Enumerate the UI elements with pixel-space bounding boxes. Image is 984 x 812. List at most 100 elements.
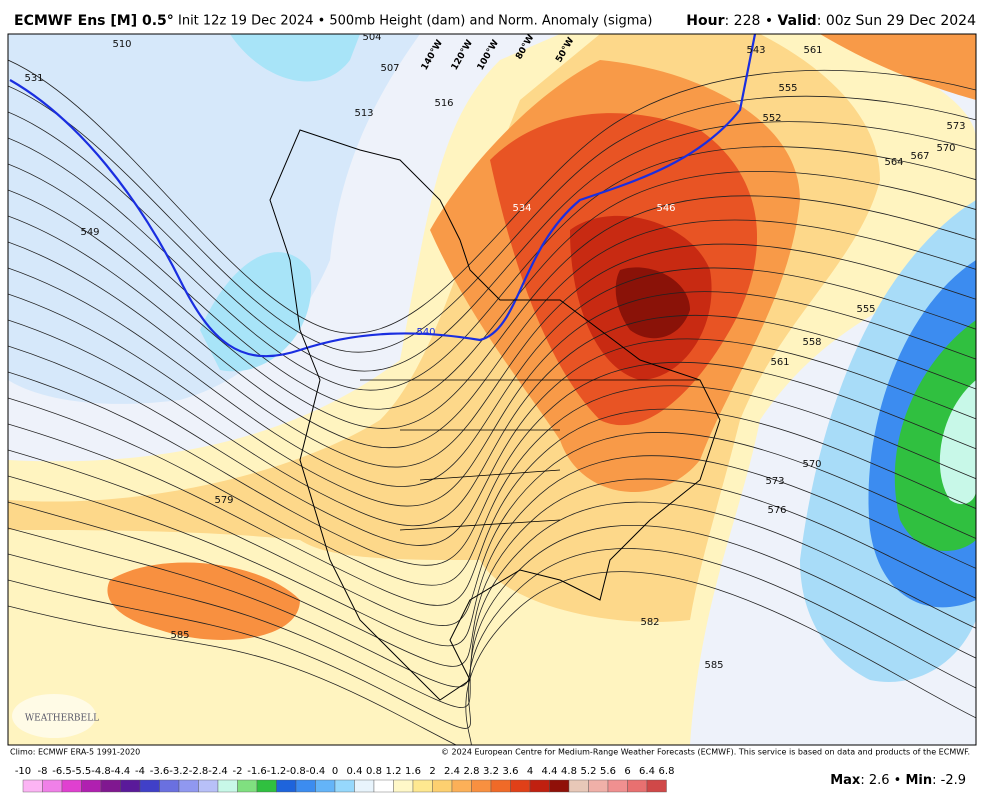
colorbar-swatch [568, 779, 589, 793]
colorbar-swatch [334, 779, 355, 793]
colorbar-swatch [237, 779, 258, 793]
contours [8, 59, 976, 745]
contour-line [8, 314, 976, 526]
colorbar-swatch [588, 779, 609, 793]
colorbar-label: -4.4 [111, 766, 131, 777]
colorbar-swatch [22, 779, 43, 793]
colorbar-swatch [139, 779, 160, 793]
colorbar-label: -10 [15, 766, 31, 777]
logo-bg [12, 694, 96, 738]
colorbar-swatch [451, 779, 472, 793]
contour-label: 576 [767, 505, 786, 516]
colorbar-swatch [315, 779, 336, 793]
colorbar-label: 6.4 [639, 766, 655, 777]
colorbar: -10 -8 -6.5 -5.5 -4.8 -4.4 -4 -3.6 -3.2 -2.8 -2.4-… [15, 766, 675, 793]
contour-label: 516 [434, 98, 453, 109]
map-frame [7, 33, 977, 746]
colorbar-swatch [42, 779, 63, 793]
valid-value: : 00z Sun 29 Dec 2024 [817, 13, 976, 29]
colorbar-swatch [549, 779, 570, 793]
contour-line [8, 338, 976, 546]
colorbar-label: 5.6 [600, 766, 616, 777]
colorbar-label: -2 [233, 766, 243, 777]
max-value: : 2.6 • [860, 773, 905, 788]
colorbar-swatch [510, 779, 531, 793]
colorbar-swatch [159, 779, 180, 793]
colorbar-label: 6 [624, 766, 630, 777]
contour-label: 507 [380, 63, 399, 74]
colorbar-label: 2.4 [444, 766, 460, 777]
colorbar-label: 1.2 [386, 766, 402, 777]
borders [360, 379, 700, 531]
colorbar-swatch [217, 779, 238, 793]
colorbar-label: 3.6 [503, 766, 519, 777]
contour-label: 504 [362, 32, 381, 43]
colorbar-label: -6.5 [52, 766, 72, 777]
colorbar-swatch [120, 779, 141, 793]
contour-label: 540 [416, 327, 435, 338]
contour-line [8, 59, 976, 334]
contour-line [8, 189, 976, 429]
contour-label: 543 [746, 45, 765, 56]
contour-label: 555 [778, 83, 797, 94]
contour-line [8, 85, 976, 353]
contour-label: 561 [803, 45, 822, 56]
colorbar-label: -2.4 [208, 766, 228, 777]
contour-label: 573 [765, 476, 784, 487]
colorbar-label: 4.4 [542, 766, 558, 777]
contour-label: 552 [762, 113, 781, 124]
colorbar-label: 6.8 [659, 766, 675, 777]
colorbar-label: 0 [332, 766, 338, 777]
colorbar-swatch [100, 779, 121, 793]
map: 531 549 510 504 507 513 516 534 540 546 543 552 555 5… [8, 32, 976, 745]
colorbar-label: -4 [135, 766, 145, 777]
colorbar-label: -3.2 [169, 766, 189, 777]
colorbar-label: -3.6 [150, 766, 170, 777]
colorbar-label: 2.8 [464, 766, 480, 777]
contour-line [8, 291, 976, 507]
contour-label: 567 [910, 151, 929, 162]
model-title: ECMWF Ens [M] 0.5° [14, 13, 174, 29]
contour-label: 570 [936, 143, 955, 154]
colorbar-swatch [198, 779, 219, 793]
colorbar-swatch [471, 779, 492, 793]
run-title: Init 12z 19 Dec 2024 • 500mb Height (dam… [178, 14, 652, 29]
colorbar-swatch [61, 779, 82, 793]
logo: WEATHERBELL [25, 714, 99, 724]
colorbar-label: -2.8 [189, 766, 209, 777]
colorbar-label: 4 [527, 766, 533, 777]
contour-label: 570 [802, 459, 821, 470]
contour-label: 573 [946, 121, 965, 132]
colorbar-label: -1.2 [267, 766, 287, 777]
colorbar-swatch [529, 779, 550, 793]
colorbar-swatch [490, 779, 511, 793]
colorbar-swatch [393, 779, 414, 793]
min-label: Min [905, 773, 932, 788]
contour-label: 513 [354, 108, 373, 119]
contour-line [8, 455, 976, 647]
colorbar-swatch [295, 779, 316, 793]
contour-label: 555 [856, 304, 875, 315]
colorbar-label: -5.5 [72, 766, 92, 777]
colorbar-label: -1.6 [247, 766, 267, 777]
contour-label: 546 [656, 203, 675, 214]
colorbar-label: -8 [38, 766, 48, 777]
colorbar-swatch [412, 779, 433, 793]
contour-line [8, 267, 976, 487]
anomaly-area [107, 562, 300, 640]
contour-line [8, 432, 976, 626]
contour-line [8, 241, 976, 468]
contour-label: 531 [24, 73, 43, 84]
colorbar-label: 2 [429, 766, 435, 777]
colorbar-swatch [373, 779, 394, 793]
anomaly-area [8, 34, 420, 404]
colorbar-swatch [627, 779, 648, 793]
colorbar-swatch [432, 779, 453, 793]
anomaly-area [230, 34, 360, 82]
contour-line [8, 361, 976, 566]
hour-value: : 228 • [725, 13, 778, 29]
colorbar-label: 3.2 [483, 766, 499, 777]
contour-label: 558 [802, 337, 821, 348]
